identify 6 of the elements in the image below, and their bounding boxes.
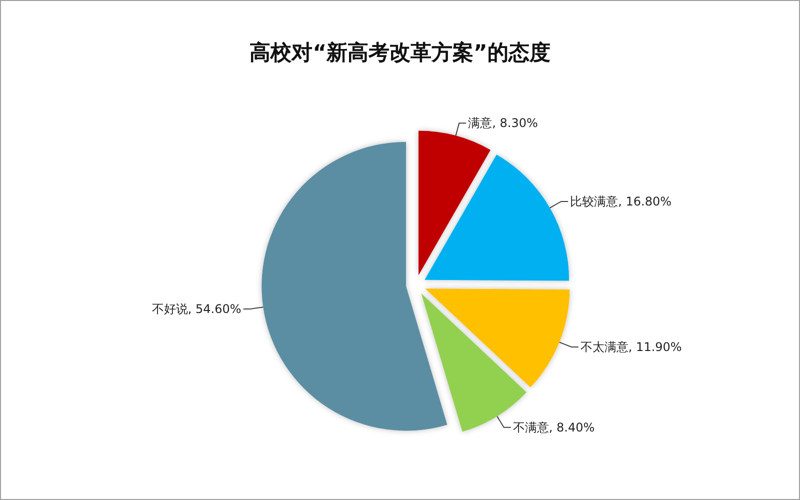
slice-label: 满意, 8.30% [468, 116, 538, 130]
slice-label: 不满意, 8.40% [512, 420, 595, 434]
chart-title: 高校对“新高考改革方案”的态度 [250, 40, 550, 64]
slice-label: 不好说, 54.60% [152, 302, 242, 316]
slice-label: 不太满意, 11.90% [580, 340, 682, 354]
slice-label: 比较满意, 16.80% [570, 194, 672, 208]
